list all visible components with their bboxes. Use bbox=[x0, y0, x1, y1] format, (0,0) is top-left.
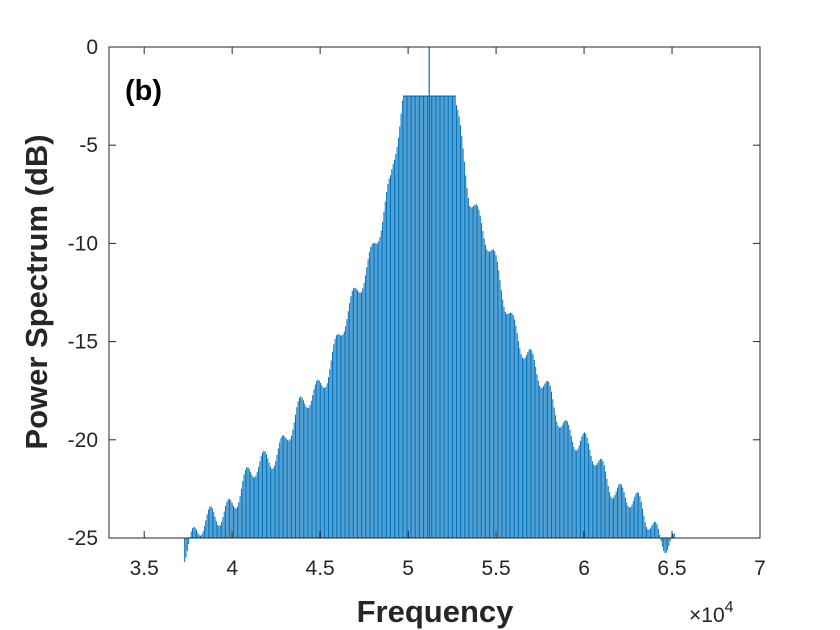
y-tick-label: -5 bbox=[79, 134, 98, 157]
x-tick-label: 5 bbox=[402, 557, 414, 580]
x-tick-label: 4.5 bbox=[306, 557, 335, 580]
x-tick-label: 6.5 bbox=[657, 557, 686, 580]
x-tick-label: 3.5 bbox=[130, 557, 159, 580]
x-axis-exponent-power: 4 bbox=[725, 599, 734, 616]
y-tick-label: 0 bbox=[86, 36, 98, 59]
x-tick-label: 6 bbox=[578, 557, 590, 580]
y-axis-label: Power Spectrum (dB) bbox=[19, 134, 54, 449]
x-tick-label: 4 bbox=[226, 557, 238, 580]
y-tick-label: -10 bbox=[68, 232, 98, 255]
bars-group bbox=[184, 47, 675, 563]
ticks-group: 3.5 4 4.5 5 5.5 6 6.5 7 0 -5 -10 -15 -20 -25 bbox=[68, 36, 766, 580]
plot-area-frame bbox=[108, 46, 761, 539]
x-axis-label: Frequency bbox=[357, 594, 515, 629]
y-tick-label: -20 bbox=[68, 429, 98, 452]
x-tick-label: 7 bbox=[754, 557, 766, 580]
x-tick-label: 5.5 bbox=[481, 557, 510, 580]
x-axis-exponent-base: ×10 bbox=[689, 604, 725, 627]
panel-label: (b) bbox=[125, 75, 162, 107]
y-tick-label: -15 bbox=[68, 331, 98, 354]
x-axis-exponent: ×104 bbox=[689, 599, 734, 627]
y-tick-label: -25 bbox=[68, 527, 98, 550]
